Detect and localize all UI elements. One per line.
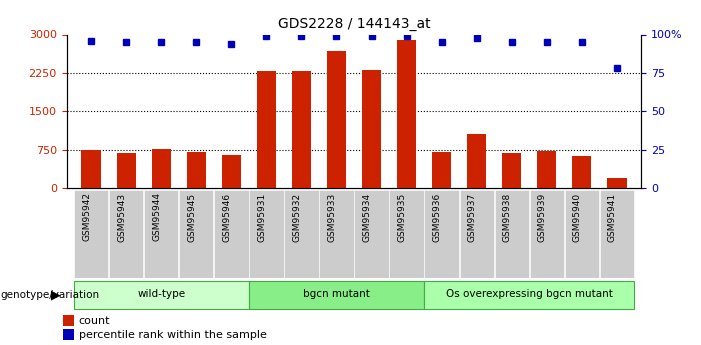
Text: GSM95941: GSM95941 (608, 193, 617, 242)
Text: GSM95939: GSM95939 (538, 193, 547, 242)
Text: GSM95931: GSM95931 (257, 193, 266, 242)
Bar (116, 153, 136, 188)
Bar (390, 190, 423, 278)
FancyBboxPatch shape (74, 281, 249, 309)
Bar (397, 40, 416, 188)
Bar (222, 155, 241, 188)
Text: GSM95944: GSM95944 (152, 193, 161, 242)
Bar (257, 71, 276, 188)
Text: ▶: ▶ (51, 288, 61, 302)
Bar (432, 152, 451, 188)
Bar (179, 190, 213, 278)
Bar (460, 190, 494, 278)
Bar (63, 315, 74, 326)
Text: GSM95940: GSM95940 (573, 193, 582, 242)
Bar (565, 190, 599, 278)
Text: GSM95937: GSM95937 (468, 193, 477, 242)
Bar (63, 329, 74, 340)
Bar (355, 190, 389, 278)
Bar (250, 190, 283, 278)
Bar (292, 71, 311, 188)
Bar (600, 190, 634, 278)
FancyBboxPatch shape (249, 281, 424, 309)
Bar (530, 190, 564, 278)
Title: GDS2228 / 144143_at: GDS2228 / 144143_at (278, 17, 430, 31)
Text: GSM95943: GSM95943 (117, 193, 126, 242)
Bar (537, 151, 557, 188)
Bar (425, 190, 459, 278)
Bar (285, 190, 319, 278)
Text: wild-type: wild-type (137, 289, 185, 299)
Bar (320, 190, 354, 278)
Bar (186, 152, 206, 188)
Text: GSM95936: GSM95936 (433, 193, 442, 242)
Text: GSM95945: GSM95945 (187, 193, 196, 242)
Text: GSM95946: GSM95946 (222, 193, 231, 242)
Bar (109, 190, 144, 278)
Bar (144, 190, 178, 278)
FancyBboxPatch shape (424, 281, 634, 309)
Text: GSM95934: GSM95934 (362, 193, 372, 242)
Bar (74, 190, 108, 278)
Text: GSM95933: GSM95933 (327, 193, 336, 242)
Text: GSM95938: GSM95938 (503, 193, 512, 242)
Bar (495, 190, 529, 278)
Bar (607, 178, 627, 188)
Text: genotype/variation: genotype/variation (1, 290, 100, 300)
Bar (151, 149, 171, 188)
Text: GSM95932: GSM95932 (292, 193, 301, 242)
Text: GSM95935: GSM95935 (397, 193, 407, 242)
Text: GSM95942: GSM95942 (82, 193, 91, 242)
Text: bgcn mutant: bgcn mutant (303, 289, 370, 299)
Bar (215, 190, 249, 278)
Bar (502, 153, 522, 188)
Bar (572, 156, 592, 188)
Bar (81, 150, 101, 188)
Text: Os overexpressing bgcn mutant: Os overexpressing bgcn mutant (446, 289, 613, 299)
Bar (467, 134, 486, 188)
Text: count: count (79, 316, 110, 326)
Bar (327, 51, 346, 188)
Text: percentile rank within the sample: percentile rank within the sample (79, 330, 266, 339)
Bar (362, 70, 381, 188)
